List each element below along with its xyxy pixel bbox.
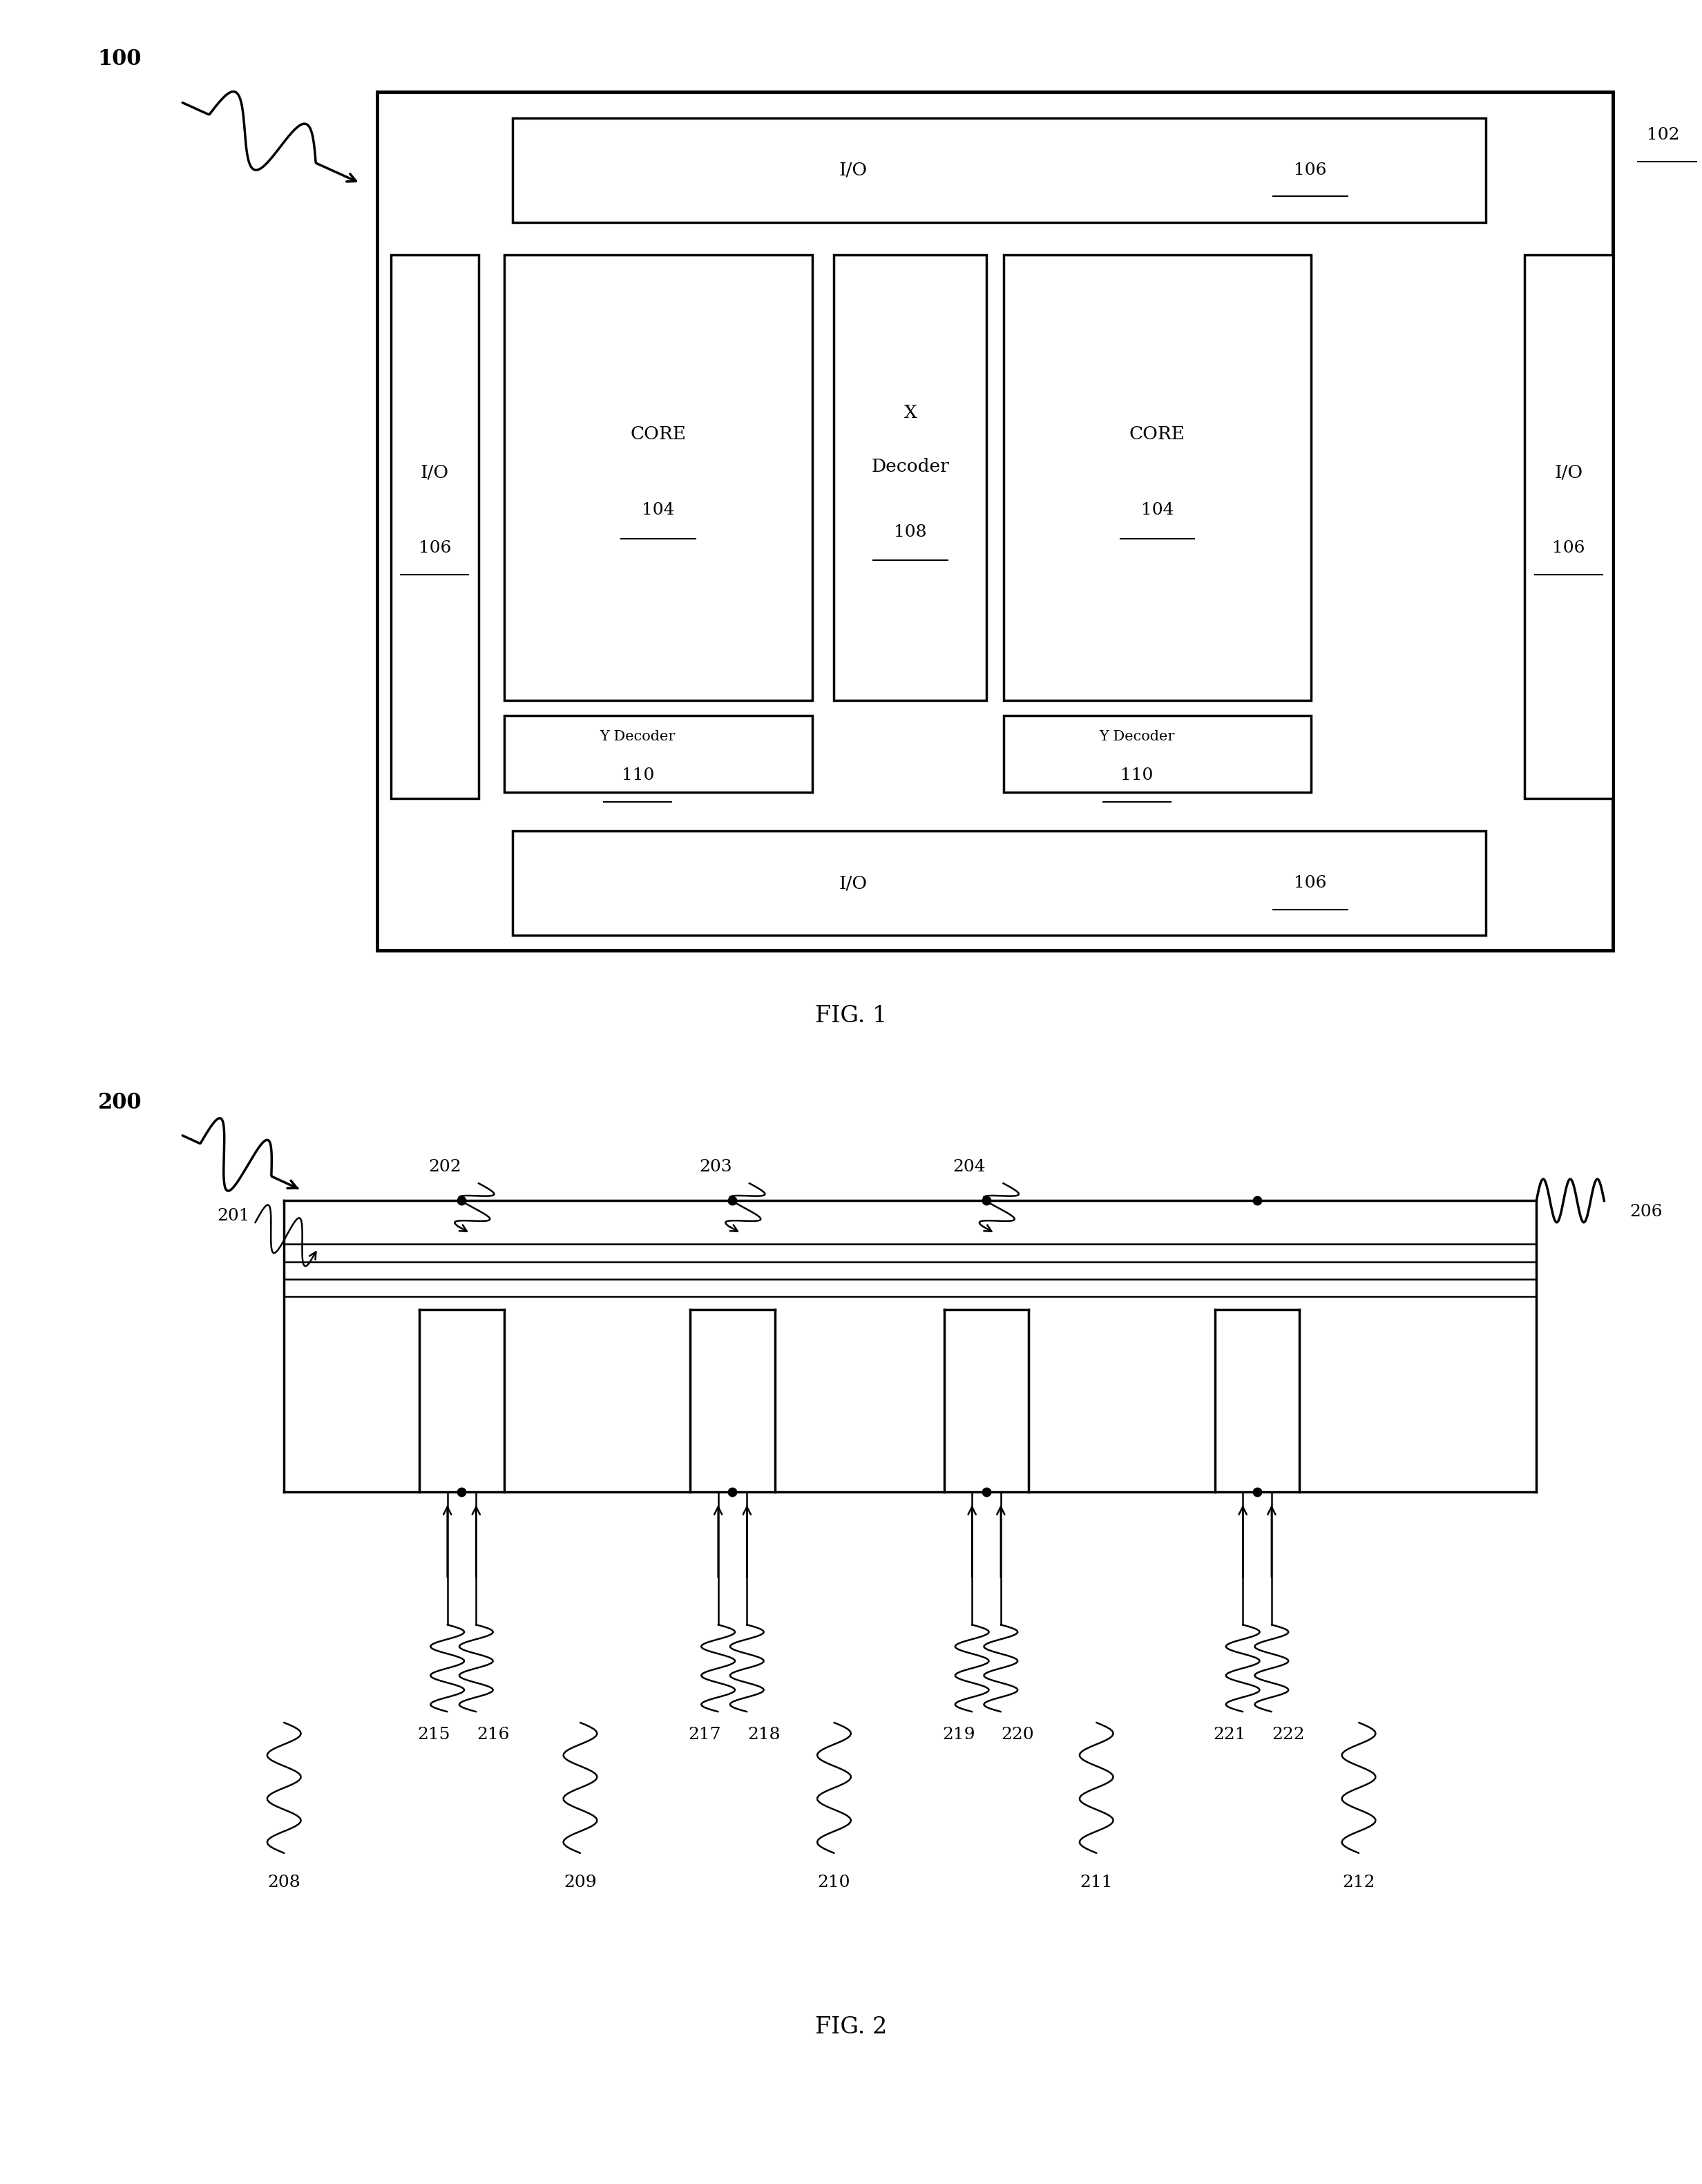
Bar xyxy=(1525,256,1612,799)
Text: I/O: I/O xyxy=(1554,463,1583,480)
Text: 211: 211 xyxy=(1081,1874,1113,1891)
Text: CORE: CORE xyxy=(1130,426,1185,443)
Text: CORE: CORE xyxy=(630,426,686,443)
Text: 216: 216 xyxy=(477,1728,509,1743)
Text: 104: 104 xyxy=(1140,502,1174,518)
Text: 221: 221 xyxy=(1214,1728,1246,1743)
Text: 206: 206 xyxy=(1629,1203,1663,1219)
Text: 208: 208 xyxy=(267,1874,301,1891)
Bar xyxy=(512,118,1486,223)
Text: FIG. 1: FIG. 1 xyxy=(815,1005,887,1026)
Text: 104: 104 xyxy=(642,502,674,518)
Text: X: X xyxy=(904,404,917,422)
Text: 204: 204 xyxy=(953,1160,985,1175)
Text: 210: 210 xyxy=(817,1874,851,1891)
Bar xyxy=(378,92,1612,950)
Text: Decoder: Decoder xyxy=(871,459,950,476)
Text: 110: 110 xyxy=(621,769,654,784)
Text: 106: 106 xyxy=(1294,876,1328,891)
Text: Y Decoder: Y Decoder xyxy=(601,729,676,743)
Text: 218: 218 xyxy=(747,1728,780,1743)
Bar xyxy=(504,716,812,793)
Text: 202: 202 xyxy=(429,1160,461,1175)
Bar xyxy=(512,832,1486,935)
Text: 200: 200 xyxy=(99,1092,141,1114)
Text: 100: 100 xyxy=(99,48,141,70)
Text: 212: 212 xyxy=(1343,1874,1375,1891)
Text: 110: 110 xyxy=(1120,769,1154,784)
Bar xyxy=(504,256,812,701)
Text: 102: 102 xyxy=(1646,127,1680,144)
Text: 209: 209 xyxy=(563,1874,597,1891)
Text: 217: 217 xyxy=(688,1728,722,1743)
Text: I/O: I/O xyxy=(839,162,868,179)
Text: 106: 106 xyxy=(1294,162,1328,177)
Bar xyxy=(1002,716,1311,793)
Text: Y Decoder: Y Decoder xyxy=(1099,729,1174,743)
Text: 215: 215 xyxy=(417,1728,451,1743)
Text: 106: 106 xyxy=(419,539,451,557)
Text: 108: 108 xyxy=(894,524,926,539)
Text: 219: 219 xyxy=(943,1728,975,1743)
Text: 220: 220 xyxy=(1001,1728,1035,1743)
Bar xyxy=(834,256,987,701)
Text: 203: 203 xyxy=(700,1160,732,1175)
Text: I/O: I/O xyxy=(420,463,449,480)
Text: I/O: I/O xyxy=(839,874,868,891)
Bar xyxy=(1002,256,1311,701)
Text: 201: 201 xyxy=(218,1208,250,1223)
Text: 106: 106 xyxy=(1552,539,1585,557)
Bar xyxy=(391,256,478,799)
Text: FIG. 2: FIG. 2 xyxy=(815,2016,887,2038)
Text: 222: 222 xyxy=(1271,1728,1305,1743)
